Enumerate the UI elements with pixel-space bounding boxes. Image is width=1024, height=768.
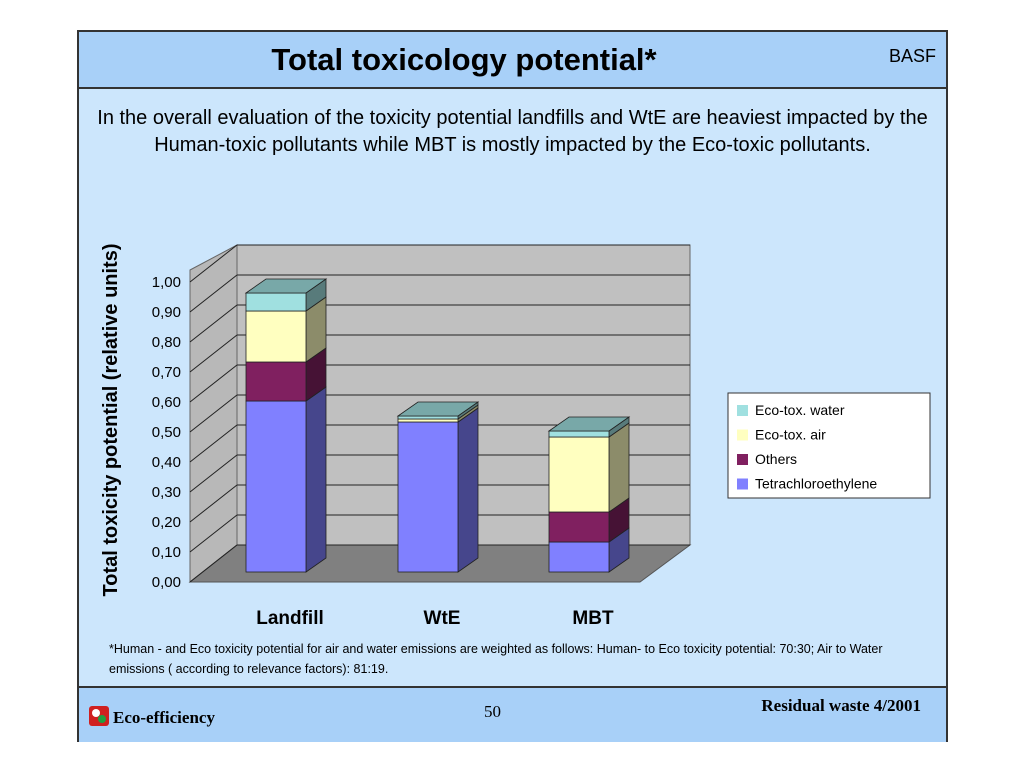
y-tick-label: 0,80: [152, 334, 181, 351]
bar: [245, 361, 307, 402]
footnote: *Human - and Eco toxicity potential for …: [109, 642, 883, 676]
icon: [89, 706, 109, 726]
grid-line: [189, 514, 238, 553]
legend: [727, 392, 931, 499]
grid-line: [189, 544, 238, 583]
page-number: 50: [484, 702, 501, 721]
grid-line: [189, 364, 238, 403]
footer-right: Residual waste 4/2001: [761, 696, 921, 715]
y-tick-label: 0,00: [152, 574, 181, 591]
bar: [397, 415, 459, 420]
grid-line: [189, 394, 238, 433]
legend-swatch: [737, 405, 748, 416]
bar: [245, 292, 307, 312]
y-tick-label: 0,20: [152, 514, 181, 531]
title: Total toxicology potential*: [271, 42, 657, 77]
grid-line: [189, 334, 238, 373]
bar: [548, 511, 610, 543]
bar-side: [305, 386, 327, 573]
bar-top: [396, 401, 480, 417]
y-tick-label: 0,40: [152, 454, 181, 471]
bar: [245, 400, 307, 573]
bar-side: [457, 407, 479, 573]
y-tick-label: 0,30: [152, 484, 181, 501]
slide: Total toxicology potential* BASF In the …: [77, 30, 948, 742]
grid-line: [189, 484, 238, 523]
bar: [397, 418, 459, 423]
y-tick-label: 1,00: [152, 274, 181, 291]
grid-line: [189, 424, 238, 463]
y-tick-label: 0,10: [152, 544, 181, 561]
grid-line: [189, 304, 238, 343]
y-tick-label: 0,90: [152, 304, 181, 321]
grid-line: [189, 454, 238, 493]
legend-label: Tetrachloroethylene: [755, 476, 877, 492]
legend-swatch: [737, 454, 748, 465]
footer: Eco-efficiency 50 Residual waste 4/2001: [79, 686, 946, 742]
y-tick-label: 0,70: [152, 364, 181, 381]
bar-top: [244, 278, 328, 294]
header: Total toxicology potential* BASF: [79, 32, 946, 89]
legend-swatch: [737, 429, 748, 441]
grid-line: [189, 244, 238, 283]
logo: BASF: [888, 46, 936, 66]
bar: [245, 310, 307, 363]
bar: [397, 421, 459, 573]
bar: [548, 436, 610, 513]
intro-text: In the overall evaluation of the toxicit…: [97, 107, 928, 156]
y-axis-title: Total toxicity potential (relative units…: [100, 243, 122, 596]
legend-label: Eco-tox. water: [755, 402, 845, 418]
y-tick-label: 0,50: [152, 424, 181, 441]
legend-label: Eco-tox. air: [755, 427, 826, 443]
y-tick-label: 0,60: [152, 394, 181, 411]
x-tick-label: MBT: [572, 608, 614, 629]
grid-line: [189, 274, 238, 313]
chart: Total toxicity potential (relative units…: [100, 243, 931, 629]
legend-swatch: [737, 478, 748, 490]
bar-top: [547, 416, 631, 432]
bar: [548, 430, 610, 438]
x-tick-label: WtE: [424, 608, 461, 629]
footer-left: Eco-efficiency: [113, 708, 215, 727]
bar: [548, 541, 610, 573]
bar-side: [608, 422, 630, 513]
x-tick-label: Landfill: [256, 608, 324, 629]
legend-label: Others: [755, 451, 797, 467]
